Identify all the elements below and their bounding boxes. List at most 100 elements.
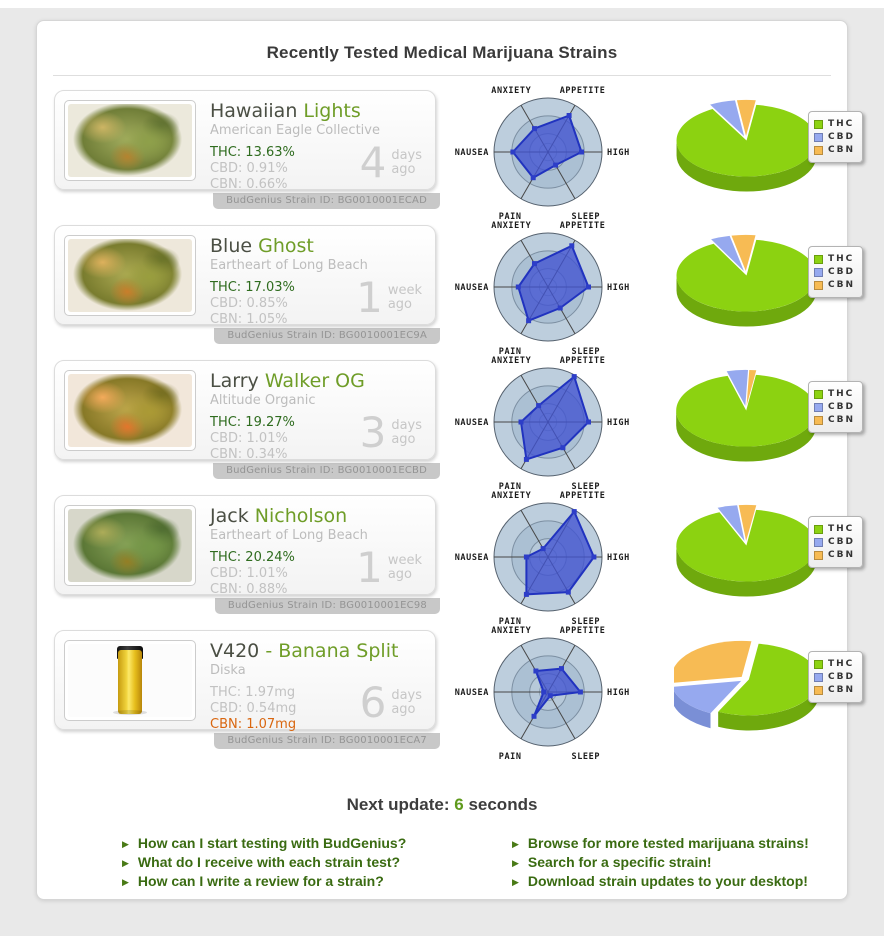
legend-item-cbn: CBN bbox=[814, 415, 855, 425]
arrow-bullet-icon: ▶ bbox=[512, 840, 519, 850]
faq-link[interactable]: ▶ How can I write a review for a strain? bbox=[122, 873, 512, 890]
effects-radar-chart: ANXIETY APPETITE HIGH SLEEP PAIN NAUSEA bbox=[450, 626, 656, 765]
radar-axis-label-anxiety: ANXIETY bbox=[491, 356, 531, 366]
pie-svg bbox=[676, 504, 817, 597]
legend-swatch-icon bbox=[814, 672, 823, 682]
strain-row: Jack Nicholson Eartheart of Long Beach T… bbox=[37, 491, 863, 630]
pie-legend: THC CBD CBN bbox=[808, 651, 863, 703]
cannabinoid-values: THC: 13.63% CBD: 0.91% CBN: 0.66% bbox=[210, 145, 426, 193]
legend-item-thc: THC bbox=[814, 659, 855, 669]
radar-axis-label-appetite: APPETITE bbox=[560, 626, 606, 636]
next-update-value: 6 bbox=[454, 795, 464, 814]
radar-axis-label-nausea: NAUSEA bbox=[455, 553, 489, 563]
cannabinoid-pie-chart: THC CBD CBN bbox=[656, 90, 863, 225]
legend-swatch-icon bbox=[814, 145, 823, 155]
test-age-number: 3 bbox=[359, 408, 387, 458]
legend-swatch-icon bbox=[814, 280, 823, 290]
faq-link[interactable]: ▶ Search for a specific strain! bbox=[512, 854, 809, 871]
faq-link-text: How can I write a review for a strain? bbox=[137, 873, 384, 889]
test-age: 1 week ago bbox=[356, 547, 422, 589]
strain-id-badge: BudGenius Strain ID: BG0010001EC9A bbox=[214, 328, 440, 344]
radar-axis-label-nausea: NAUSEA bbox=[455, 283, 489, 293]
arrow-bullet-icon: ▶ bbox=[122, 840, 129, 850]
cbn-value: CBN: 0.66% bbox=[210, 177, 288, 193]
cannabinoid-values: THC: 17.03% CBD: 0.85% CBN: 1.05% bbox=[210, 280, 426, 328]
faq-link[interactable]: ▶ Download strain updates to your desktop… bbox=[512, 873, 809, 890]
strain-name-secondary: Nicholson bbox=[254, 505, 348, 527]
legend-item-cbd: CBD bbox=[814, 537, 855, 547]
footer-links: ▶ How can I start testing with BudGenius?… bbox=[37, 835, 847, 892]
effects-radar-chart: ANXIETY APPETITE HIGH SLEEP PAIN NAUSEA bbox=[450, 221, 656, 360]
arrow-bullet-icon: ▶ bbox=[122, 878, 129, 888]
legend-item-cbn: CBN bbox=[814, 550, 855, 560]
legend-item-cbn: CBN bbox=[814, 145, 855, 155]
strain-name-primary: Blue bbox=[210, 235, 253, 257]
strain-name-secondary: Ghost bbox=[258, 235, 314, 257]
strain-card[interactable]: Jack Nicholson Eartheart of Long Beach T… bbox=[54, 495, 436, 598]
links-column-left: ▶ How can I start testing with BudGenius?… bbox=[122, 835, 512, 892]
legend-item-thc: THC bbox=[814, 524, 855, 534]
strain-card[interactable]: Hawaiian Lights American Eagle Collectiv… bbox=[54, 90, 436, 193]
legend-label: THC bbox=[828, 524, 855, 534]
legend-item-cbd: CBD bbox=[814, 132, 855, 142]
cannabinoid-pie-chart: THC CBD CBN bbox=[656, 360, 863, 495]
radar-svg: ANXIETY APPETITE HIGH SLEEP PAIN NAUSEA bbox=[455, 356, 630, 490]
strain-name: Blue Ghost bbox=[210, 235, 426, 257]
strain-card-column: Jack Nicholson Eartheart of Long Beach T… bbox=[54, 495, 450, 630]
faq-link-text: Browse for more tested marijuana strains… bbox=[527, 835, 809, 851]
bottom-strip bbox=[0, 936, 884, 952]
pie-legend: THC CBD CBN bbox=[808, 111, 863, 163]
cannabinoid-values: THC: 20.24% CBD: 1.01% CBN: 0.88% bbox=[210, 550, 426, 598]
cannabinoid-values: THC: 19.27% CBD: 1.01% CBN: 0.34% bbox=[210, 415, 426, 463]
effects-radar-chart: ANXIETY APPETITE HIGH SLEEP PAIN NAUSEA bbox=[450, 491, 656, 630]
radar-svg: ANXIETY APPETITE HIGH SLEEP PAIN NAUSEA bbox=[455, 221, 630, 355]
test-age: 4 days ago bbox=[359, 138, 422, 188]
faq-link[interactable]: ▶ Browse for more tested marijuana strain… bbox=[512, 835, 809, 852]
thc-value: THC: 17.03% bbox=[210, 280, 295, 296]
radar-axis-label-nausea: NAUSEA bbox=[455, 688, 489, 698]
strain-card[interactable]: V420 - Banana Split Diska THC: 1.97mg CB… bbox=[54, 630, 436, 732]
strain-photo bbox=[68, 374, 192, 447]
radar-axis-label-high: HIGH bbox=[607, 553, 630, 563]
links-column-right: ▶ Browse for more tested marijuana strain… bbox=[512, 835, 809, 892]
title-divider bbox=[53, 75, 831, 76]
strain-name-secondary: - Banana Split bbox=[265, 640, 399, 662]
radar-axis-label-high: HIGH bbox=[607, 148, 630, 158]
strain-card[interactable]: Blue Ghost Eartheart of Long Beach THC: … bbox=[54, 225, 436, 328]
legend-label: THC bbox=[828, 389, 855, 399]
radar-axis-label-pain: PAIN bbox=[499, 482, 522, 490]
pie-legend: THC CBD CBN bbox=[808, 246, 863, 298]
radar-svg: ANXIETY APPETITE HIGH SLEEP PAIN NAUSEA bbox=[455, 86, 630, 220]
next-update-status: Next update: 6 seconds bbox=[37, 795, 847, 815]
faq-link-text: How can I start testing with BudGenius? bbox=[137, 835, 407, 851]
faq-link[interactable]: ▶ What do I receive with each strain test… bbox=[122, 854, 512, 871]
test-age-number: 4 bbox=[359, 138, 387, 188]
legend-label: CBN bbox=[828, 685, 855, 695]
legend-swatch-icon bbox=[814, 537, 823, 547]
page-title: Recently Tested Medical Marijuana Strain… bbox=[266, 43, 618, 62]
strain-id-badge: BudGenius Strain ID: BG0010001ECAD bbox=[213, 193, 440, 209]
test-age-unit: days ago bbox=[391, 688, 422, 718]
top-strip bbox=[0, 0, 884, 8]
cbn-value: CBN: 0.34% bbox=[210, 447, 288, 463]
strain-id-badge: BudGenius Strain ID: BG0010001EC98 bbox=[214, 598, 440, 614]
faq-link[interactable]: ▶ How can I start testing with BudGenius? bbox=[122, 835, 512, 852]
cannabinoid-pie-chart: THC CBD CBN bbox=[656, 630, 863, 765]
radar-axis-label-anxiety: ANXIETY bbox=[491, 86, 531, 96]
legend-swatch-icon bbox=[814, 254, 823, 264]
legend-swatch-icon bbox=[814, 524, 823, 534]
radar-axis-label-pain: PAIN bbox=[499, 617, 522, 625]
legend-item-thc: THC bbox=[814, 119, 855, 129]
strain-photo-frame bbox=[64, 505, 196, 586]
faq-link-text: Search for a specific strain! bbox=[527, 854, 712, 870]
next-update-prefix: Next update: bbox=[346, 795, 455, 814]
thc-value: THC: 20.24% bbox=[210, 550, 295, 566]
legend-item-thc: THC bbox=[814, 254, 855, 264]
radar-axis-label-high: HIGH bbox=[607, 418, 630, 428]
test-age-unit: days ago bbox=[391, 148, 422, 178]
radar-axis-label-appetite: APPETITE bbox=[560, 86, 606, 96]
vial-tube bbox=[118, 650, 142, 714]
strain-card-column: Larry Walker OG Altitude Organic THC: 19… bbox=[54, 360, 450, 495]
strain-card[interactable]: Larry Walker OG Altitude Organic THC: 19… bbox=[54, 360, 436, 463]
strain-id-badge: BudGenius Strain ID: BG0010001ECA7 bbox=[214, 733, 440, 749]
